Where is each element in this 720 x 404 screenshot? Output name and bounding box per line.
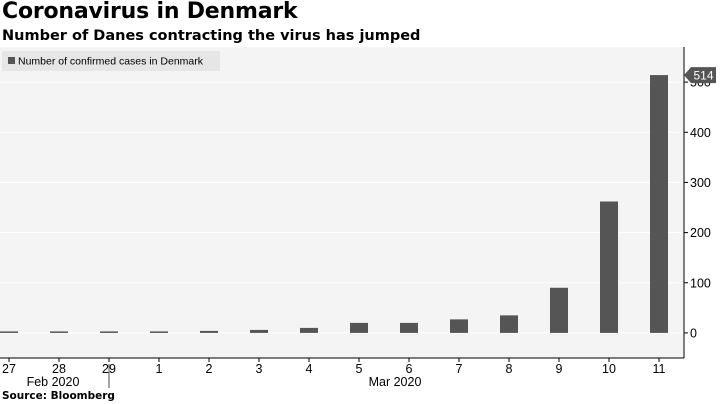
x-tick-label-6: 6 — [406, 362, 413, 376]
bar-2 — [200, 330, 218, 333]
bar-6 — [400, 322, 418, 333]
x-tick-label-4: 4 — [306, 362, 313, 376]
x-tick-label-10: 10 — [602, 362, 616, 376]
x-tick-label-11: 11 — [653, 362, 666, 376]
legend-swatch — [8, 57, 15, 64]
chart-title: Coronavirus in Denmark — [2, 0, 298, 24]
bar-5 — [350, 322, 368, 333]
x-tick-label-5: 5 — [356, 362, 363, 376]
y-axis-ticks: 0100200300400500 — [684, 76, 711, 340]
bar-3 — [250, 329, 268, 333]
bar-27 — [0, 331, 18, 333]
y-tick-label-400: 400 — [690, 126, 711, 140]
x-tick-label-27: 27 — [2, 362, 16, 376]
bar-4 — [300, 327, 318, 333]
bar-29 — [100, 331, 118, 333]
bars — [0, 75, 668, 333]
bar-1 — [150, 331, 168, 333]
x-tick-label-3: 3 — [256, 362, 263, 376]
x-axis-ticks: 27 28 29 1 2 3 4 5 6 7 8 9 10 11 — [2, 358, 666, 376]
bar-7 — [450, 319, 468, 333]
source-note: Source: Bloomberg — [2, 390, 115, 402]
bar-10 — [600, 201, 618, 333]
x-tick-label-7: 7 — [456, 362, 463, 376]
gridlines — [0, 81, 684, 334]
plot-area — [0, 47, 684, 358]
legend: Number of confirmed cases in Denmark — [2, 51, 220, 71]
y-tick-label-0: 0 — [690, 326, 697, 340]
x-tick-label-2: 2 — [206, 362, 213, 376]
y-tick-label-200: 200 — [690, 226, 711, 240]
chart-subtitle: Number of Danes contracting the virus ha… — [2, 28, 421, 44]
bar-11 — [650, 75, 668, 333]
y-tick-label-100: 100 — [690, 276, 711, 290]
bar-9 — [550, 287, 568, 333]
callout-label: 514 — [693, 69, 713, 83]
callout-shape — [684, 67, 716, 84]
x-tick-label-1: 1 — [156, 362, 163, 376]
month-label-mar: Mar 2020 — [369, 375, 422, 389]
month-label-feb: Feb 2020 — [27, 375, 80, 389]
value-callout: 514 — [684, 67, 716, 84]
x-tick-label-9: 9 — [556, 362, 563, 376]
x-tick-label-28: 28 — [52, 362, 66, 376]
legend-label: Number of confirmed cases in Denmark — [18, 56, 204, 68]
bar-28 — [50, 331, 68, 333]
y-tick-label-300: 300 — [690, 176, 711, 190]
legend-background — [2, 51, 220, 71]
bar-8 — [500, 315, 518, 333]
x-tick-label-8: 8 — [506, 362, 513, 376]
